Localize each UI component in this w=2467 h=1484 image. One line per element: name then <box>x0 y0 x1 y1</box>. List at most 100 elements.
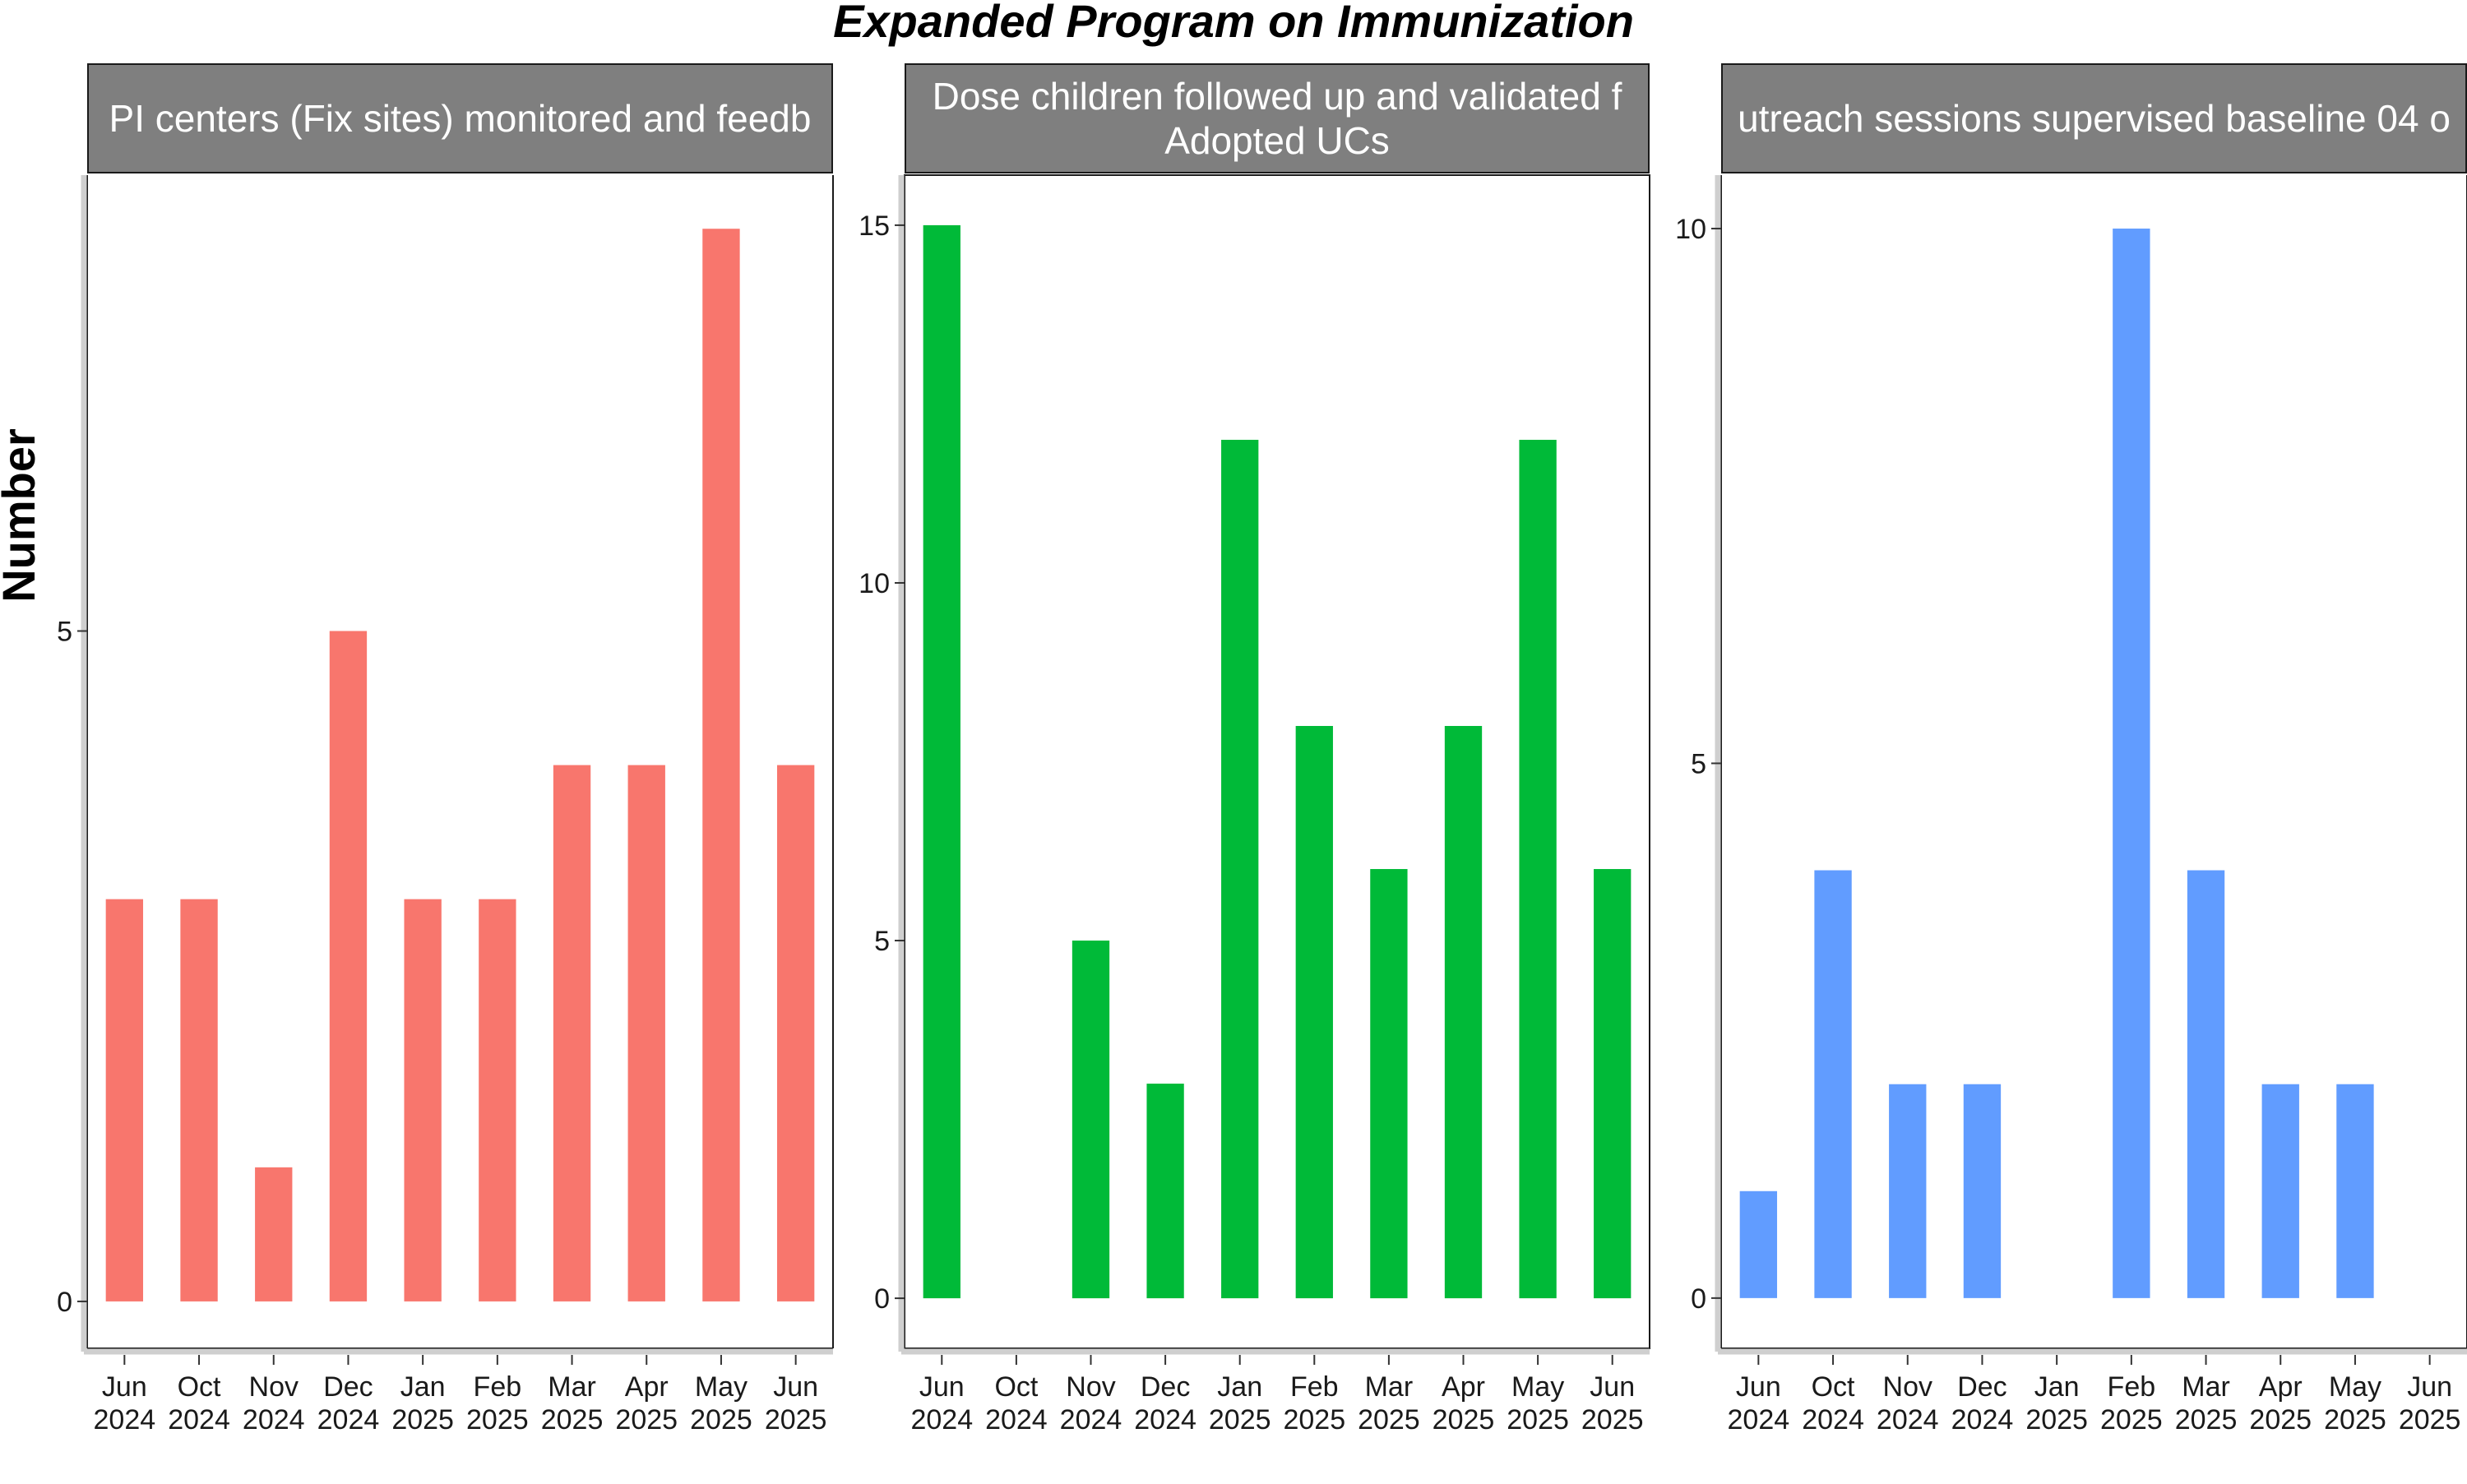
x-tick-label: May 2025 <box>1507 1371 1569 1435</box>
x-tick-label: Apr 2025 <box>1433 1371 1495 1435</box>
bar <box>1963 1084 2002 1298</box>
x-tick-label: Jan 2025 <box>391 1371 454 1435</box>
x-tick-label-line: 2025 <box>2025 1404 2088 1435</box>
x-tick-label-line: Mar <box>548 1371 596 1403</box>
x-tick-label-line: Oct <box>1812 1371 1855 1403</box>
y-tick-label: 0 <box>57 1287 72 1318</box>
x-tick-label-line: 2025 <box>1507 1404 1569 1435</box>
x-tick-label-line: Dec <box>323 1371 373 1403</box>
x-tick-label: Feb 2025 <box>1283 1371 1345 1435</box>
bar <box>1739 1190 1778 1298</box>
y-tick-label: 10 <box>859 568 890 599</box>
x-tick-label-line: 2025 <box>2175 1404 2238 1435</box>
y-tick-label: 0 <box>1691 1283 1706 1315</box>
bar <box>702 229 740 1301</box>
x-tick-label-line: Jun <box>1590 1371 1635 1403</box>
x-tick-label: Dec 2024 <box>1134 1371 1196 1435</box>
x-tick-label: Dec 2024 <box>317 1371 380 1435</box>
x-tick-label-line: 2025 <box>1209 1404 1271 1435</box>
y-tick-label: 5 <box>1691 748 1706 779</box>
x-tick-label-line: Oct <box>178 1371 221 1403</box>
facet-strip-text: Dose children followed up and validated … <box>932 75 1622 162</box>
x-tick-label-line: Feb <box>474 1371 522 1403</box>
x-tick-label: Nov 2024 <box>243 1371 305 1435</box>
x-tick-label-line: 2025 <box>765 1404 827 1435</box>
x-tick-label-line: Apr <box>1442 1371 1485 1403</box>
x-tick-label-line: 2024 <box>910 1404 973 1435</box>
x-tick-label-line: 2025 <box>391 1404 454 1435</box>
bar <box>180 899 218 1301</box>
x-tick-label-line: 2025 <box>2100 1404 2163 1435</box>
x-tick-label-line: 2025 <box>541 1404 604 1435</box>
x-tick-label: Nov 2024 <box>1877 1371 1939 1435</box>
bar <box>1889 1084 1927 1298</box>
x-tick-label-line: 2025 <box>690 1404 752 1435</box>
facet-strip-label: utreach sessions supervised baseline 04 … <box>1721 63 2467 173</box>
x-tick-label-line: 2024 <box>1877 1404 1939 1435</box>
x-tick-label-line: Oct <box>994 1371 1038 1403</box>
x-tick-label: Oct 2024 <box>985 1371 1048 1435</box>
x-tick-label: Jan 2025 <box>2025 1371 2088 1435</box>
x-tick-label: Mar 2025 <box>2175 1371 2238 1435</box>
bar <box>776 765 815 1301</box>
x-tick-label: Jun 2024 <box>910 1371 973 1435</box>
x-tick-label-line: 2024 <box>1802 1404 1864 1435</box>
x-tick-label-line: 2024 <box>317 1404 380 1435</box>
x-tick-label-line: 2024 <box>94 1404 156 1435</box>
x-tick-label: Feb 2025 <box>2100 1371 2163 1435</box>
facet-strip-text: utreach sessions supervised baseline 04 … <box>1738 97 2451 140</box>
y-tick-label: 15 <box>859 210 890 242</box>
x-tick-label-line: May <box>2329 1371 2381 1403</box>
bar <box>1221 439 1259 1299</box>
x-tick-label-line: Jan <box>400 1371 446 1403</box>
x-tick-label: Apr 2025 <box>615 1371 678 1435</box>
y-tick-label: 5 <box>874 926 890 957</box>
facet-strip-label: PI centers (Fix sites) monitored and fee… <box>87 63 833 173</box>
x-tick-label: Feb 2025 <box>466 1371 529 1435</box>
bar <box>404 899 442 1301</box>
x-tick-label-line: 2024 <box>1060 1404 1122 1435</box>
x-tick-label-line: Jan <box>2034 1371 2080 1403</box>
x-tick-label-line: 2025 <box>466 1404 529 1435</box>
x-tick-label-line: Apr <box>2259 1371 2303 1403</box>
panel-border <box>904 174 1650 1349</box>
x-tick-label-line: Feb <box>2108 1371 2156 1403</box>
x-tick-label-line: Apr <box>625 1371 669 1403</box>
y-tick-label: 0 <box>874 1283 890 1315</box>
bar <box>329 631 368 1301</box>
y-tick-label: 10 <box>1675 214 1706 245</box>
x-tick-label-line: May <box>695 1371 748 1403</box>
y-axis-label: Number <box>0 428 44 603</box>
x-tick-label-line: 2025 <box>1581 1404 1644 1435</box>
bar <box>2113 229 2150 1298</box>
x-tick-label-line: May <box>1511 1371 1564 1403</box>
x-tick-label-line: Feb <box>1290 1371 1339 1403</box>
x-tick-label: Jun 2024 <box>94 1371 156 1435</box>
facet-strip-text: PI centers (Fix sites) monitored and fee… <box>109 97 812 140</box>
x-tick-label: Jun 2025 <box>765 1371 827 1435</box>
x-tick-label: Jun 2024 <box>1728 1371 1790 1435</box>
x-tick-label-line: 2024 <box>1728 1404 1790 1435</box>
x-tick-label-line: 2025 <box>2249 1404 2312 1435</box>
x-tick-label: Jan 2025 <box>1209 1371 1271 1435</box>
bar <box>2187 870 2225 1298</box>
chart-title: Expanded Program on Immunization <box>833 0 1634 47</box>
x-tick-label: Jun 2025 <box>1581 1371 1644 1435</box>
x-tick-label-line: 2025 <box>615 1404 678 1435</box>
facet-strip-label: Dose children followed up and validated … <box>905 63 1650 173</box>
x-tick-label-line: Jun <box>102 1371 147 1403</box>
x-tick-label-line: 2024 <box>243 1404 305 1435</box>
x-tick-label-line: Nov <box>1883 1371 1932 1403</box>
x-tick-label-line: Jan <box>1217 1371 1262 1403</box>
bar <box>2336 1084 2374 1298</box>
bar <box>1072 941 1110 1299</box>
x-tick-label-line: Nov <box>249 1371 299 1403</box>
x-tick-label-line: Dec <box>1957 1371 2006 1403</box>
bar <box>1146 1084 1184 1299</box>
bar <box>923 224 960 1299</box>
x-tick-label-line: 2025 <box>1283 1404 1345 1435</box>
